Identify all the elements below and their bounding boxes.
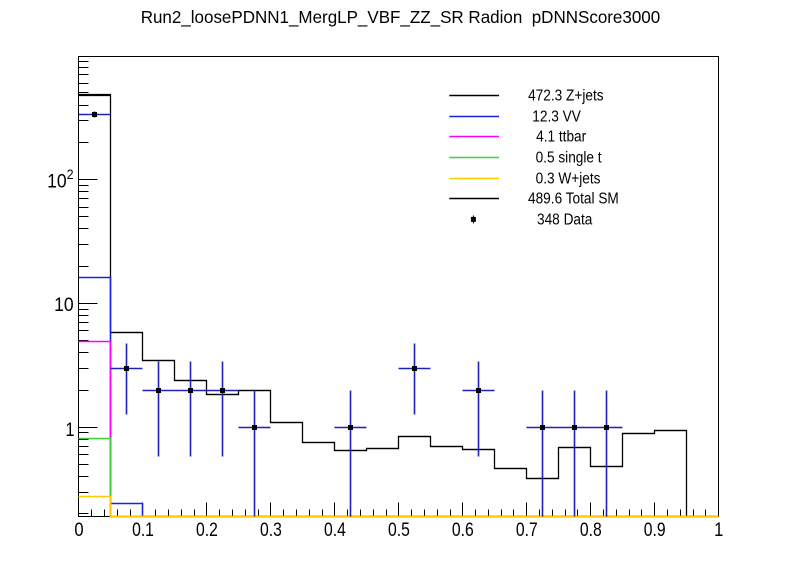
- svg-text:348 Data: 348 Data: [537, 211, 593, 228]
- svg-text:1: 1: [65, 420, 74, 441]
- svg-text:Run2_loosePDNN1_MergLP_VBF_ZZ_: Run2_loosePDNN1_MergLP_VBF_ZZ_SR Radion …: [141, 7, 661, 27]
- svg-text:2: 2: [67, 167, 74, 182]
- svg-text:0.9: 0.9: [644, 520, 666, 541]
- svg-text:489.6 Total SM: 489.6 Total SM: [528, 191, 619, 208]
- svg-text:0: 0: [74, 520, 83, 541]
- svg-text:4.1 ttbar: 4.1 ttbar: [536, 129, 586, 146]
- svg-text:0.5: 0.5: [388, 520, 410, 541]
- svg-text:10: 10: [47, 172, 67, 193]
- svg-text:0.5 single t: 0.5 single t: [536, 150, 603, 167]
- svg-text:1: 1: [714, 520, 723, 541]
- svg-text:10: 10: [54, 295, 74, 316]
- svg-text:0.8: 0.8: [580, 520, 602, 541]
- svg-text:12.3 VV: 12.3 VV: [532, 109, 581, 126]
- svg-text:0.1: 0.1: [132, 520, 154, 541]
- svg-text:0.2: 0.2: [196, 520, 218, 541]
- svg-text:0.6: 0.6: [452, 520, 474, 541]
- svg-text:0.3: 0.3: [260, 520, 282, 541]
- svg-text:0.3 W+jets: 0.3 W+jets: [536, 171, 601, 188]
- svg-text:0.4: 0.4: [324, 520, 346, 541]
- svg-text:0.7: 0.7: [516, 520, 538, 541]
- svg-text:472.3 Z+jets: 472.3 Z+jets: [528, 88, 604, 105]
